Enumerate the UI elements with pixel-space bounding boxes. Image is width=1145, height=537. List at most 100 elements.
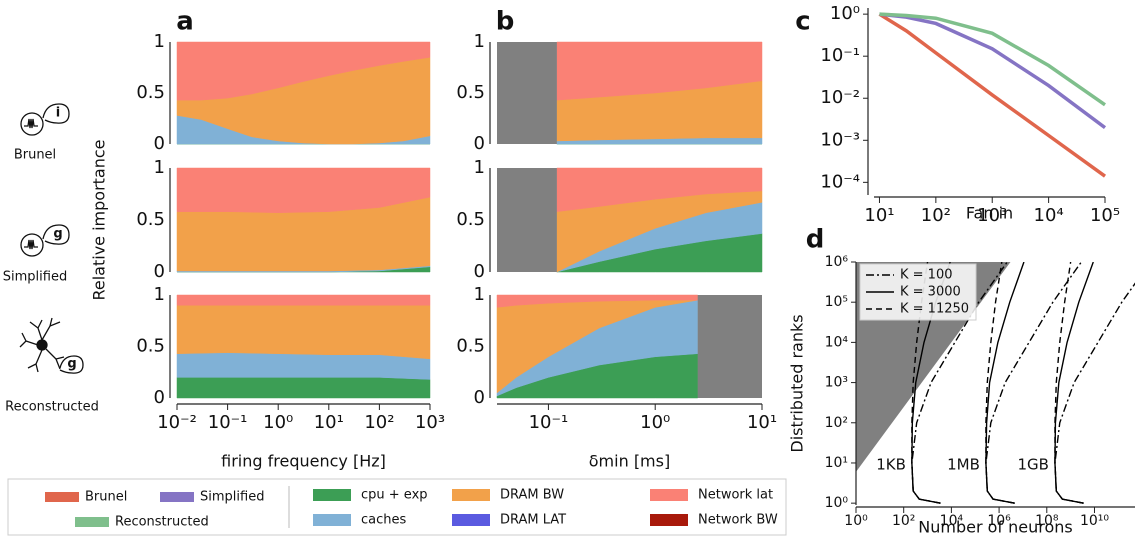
curve	[985, 262, 1082, 504]
y-tick-label: 1	[474, 284, 485, 305]
line	[879, 12, 1106, 107]
stacked-area	[176, 352, 431, 380]
y-tick-label: 10⁰	[825, 495, 849, 511]
row-label: Brunel	[14, 148, 56, 163]
x-tick-label: 10²	[892, 513, 915, 529]
legend-label: Brunel	[85, 490, 127, 505]
legend-swatch	[313, 489, 351, 501]
x-tick-label: 10⁰	[263, 412, 293, 433]
legend-label: caches	[361, 513, 406, 528]
y-tick-label: 10⁻²	[820, 87, 860, 108]
row-label: Reconstructed	[5, 400, 99, 415]
legend-label: cpu + exp	[361, 488, 428, 503]
icon-label: i	[56, 106, 60, 121]
y-tick-label: 1	[154, 284, 165, 305]
y-tick-label: 10³	[825, 375, 848, 391]
legend-swatch	[452, 514, 490, 526]
x-axis-label: Number of neurons	[918, 518, 1072, 537]
y-tick-label: 0.5	[136, 209, 165, 230]
panel-letter: b	[496, 7, 515, 37]
y-tick-label: 0	[474, 261, 485, 282]
y-tick-label: 10⁻¹	[820, 45, 860, 66]
stacked-area	[176, 294, 431, 306]
x-tick-label: 10¹	[864, 205, 894, 226]
legend-label: K = 100	[900, 268, 953, 283]
y-tick-label: 10¹	[825, 455, 848, 471]
x-tick-label: 10⁶	[987, 513, 1011, 529]
stacked-area	[176, 305, 431, 360]
stacked-area	[176, 167, 431, 213]
stacked-area	[176, 41, 431, 101]
y-tick-label: 1	[154, 31, 165, 52]
x-tick-label: 10⁴	[940, 513, 964, 529]
curve	[1054, 262, 1084, 504]
legend-label: DRAM BW	[500, 488, 564, 503]
masked-region	[497, 168, 557, 272]
line	[878, 12, 1107, 178]
y-tick-label: 0.5	[456, 336, 485, 357]
x-tick-label: 10¹	[314, 412, 344, 433]
y-tick-label: 0	[154, 133, 165, 154]
x-tick-label: 10⁰	[844, 513, 868, 529]
legend-label: Simplified	[200, 490, 264, 505]
icon-reconstructed	[19, 317, 84, 374]
masked-region	[697, 295, 762, 398]
x-tick-label: 10⁴	[1034, 205, 1064, 226]
y-tick-label: 0.5	[456, 209, 485, 230]
panel-letter: c	[795, 7, 810, 37]
legend-swatch	[313, 514, 351, 526]
legend-label: Reconstructed	[115, 515, 209, 530]
y-tick-label: 0.5	[136, 82, 165, 103]
icon-label: g	[53, 227, 62, 242]
legend-swatch	[650, 489, 688, 501]
y-tick-label: 0	[474, 133, 485, 154]
row-label: Simplified	[3, 270, 67, 285]
line	[879, 12, 1107, 130]
curve	[985, 262, 1015, 504]
legend-swatch	[452, 489, 490, 501]
x-tick-label: 10⁻²	[157, 412, 197, 433]
y-tick-label: 0	[154, 261, 165, 282]
curve	[1054, 282, 1135, 504]
y-tick-label: 0	[474, 387, 485, 408]
annotation: 1KB	[876, 455, 906, 473]
x-tick-label: 10³	[415, 412, 445, 433]
x-tick-label: 10¹⁰	[1080, 513, 1109, 529]
icon-simplified	[20, 224, 70, 257]
y-tick-label: 0.5	[136, 336, 165, 357]
y-tick-label: 10⁴	[825, 334, 849, 350]
x-tick-label: 10²	[364, 412, 394, 433]
x-axis-label: δmin [ms]	[589, 452, 670, 471]
x-axis-label: Fan in	[966, 204, 1013, 223]
stacked-area	[176, 377, 431, 399]
y-axis-label: Distributed ranks	[788, 314, 807, 452]
y-axis-label: Relative importance	[90, 139, 109, 300]
x-axis-label: firing frequency [Hz]	[221, 452, 386, 471]
stacked-area	[556, 167, 763, 212]
y-tick-label: 0.5	[456, 82, 485, 103]
y-tick-label: 10⁻⁴	[820, 171, 860, 192]
panel-letter: a	[176, 7, 194, 37]
x-tick-label: 10⁻¹	[208, 412, 248, 433]
masked-region	[497, 42, 557, 144]
y-tick-label: 0	[154, 387, 165, 408]
annotation: 1GB	[1017, 455, 1048, 473]
icon-label: g	[67, 357, 76, 372]
legend-label: K = 3000	[900, 285, 961, 300]
legend-swatch	[75, 517, 109, 527]
legend-swatch	[45, 492, 79, 502]
legend-swatch	[650, 514, 688, 526]
legend-swatch	[160, 492, 194, 502]
y-tick-label: 10²	[825, 415, 848, 431]
x-tick-label: 10⁻¹	[529, 412, 569, 433]
x-tick-label: 10⁸	[1035, 513, 1059, 529]
y-tick-label: 10⁵	[825, 294, 848, 310]
y-tick-label: 10⁰	[830, 3, 860, 24]
stacked-area	[556, 41, 763, 101]
curve	[911, 262, 941, 504]
legend-label: K = 11250	[900, 302, 969, 317]
legend-label: Network lat	[698, 488, 773, 503]
panel-letter: d	[806, 225, 825, 255]
annotation: 1MB	[947, 455, 980, 473]
